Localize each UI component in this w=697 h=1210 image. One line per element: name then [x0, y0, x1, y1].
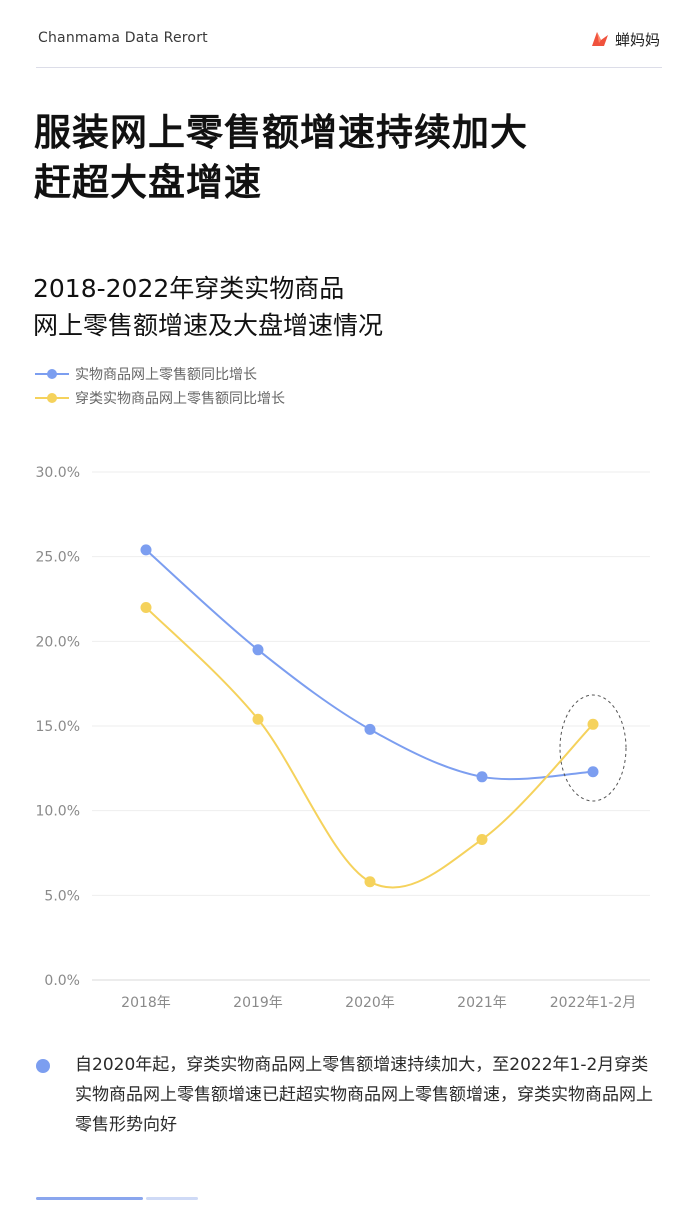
chart-title: 2018-2022年穿类实物商品 网上零售额增速及大盘增速情况	[33, 270, 383, 344]
data-point	[252, 644, 264, 656]
progress-segment-inactive	[146, 1197, 198, 1200]
data-point	[140, 544, 152, 556]
brand-logo-icon	[591, 32, 608, 46]
highlight-ellipse	[559, 694, 627, 802]
brand-name: 蝉妈妈	[614, 30, 660, 49]
data-point	[476, 833, 488, 845]
legend-label-apparel: 穿类实物商品网上零售额同比增长	[75, 391, 285, 407]
data-point	[587, 766, 599, 778]
y-tick-label: 15.0%	[36, 719, 80, 735]
brand: 蝉妈妈	[589, 28, 660, 50]
x-tick-label: 2022年1-2月	[550, 995, 637, 1011]
legend-label-total: 实物商品网上零售额同比增长	[75, 367, 257, 383]
x-tick-label: 2021年	[457, 995, 507, 1011]
legend-item-total: 实物商品网上零售额同比增长	[35, 362, 285, 386]
y-tick-label: 30.0%	[36, 465, 80, 481]
report-header: Chanmama Data Rerort 蝉妈妈	[38, 28, 660, 68]
x-tick-label: 2019年	[233, 995, 283, 1011]
x-tick-label: 2020年	[345, 995, 395, 1011]
headline-line-2: 赶超大盘增速	[34, 161, 262, 204]
y-tick-label: 20.0%	[36, 634, 80, 650]
page-progress-indicator	[36, 1197, 198, 1200]
x-tick-label: 2018年	[121, 995, 171, 1011]
progress-segment-active	[36, 1197, 143, 1200]
header-divider	[36, 67, 662, 68]
y-tick-label: 0.0%	[44, 973, 80, 989]
legend-swatch-total	[35, 367, 69, 381]
headline-line-1: 服装网上零售额增速持续加大	[34, 111, 528, 154]
chart-title-line-2: 网上零售额增速及大盘增速情况	[33, 311, 384, 340]
y-tick-label: 10.0%	[36, 804, 80, 820]
report-label: Chanmama Data Rerort	[38, 30, 208, 46]
data-point	[252, 713, 264, 725]
bullet-dot-icon	[36, 1059, 50, 1073]
page-headline: 服装网上零售额增速持续加大 赶超大盘增速	[34, 108, 528, 208]
data-point	[587, 718, 599, 730]
chart-title-line-1: 2018-2022年穿类实物商品	[33, 274, 345, 303]
legend-swatch-apparel	[35, 391, 69, 405]
series-line-0	[145, 549, 594, 781]
y-tick-label: 5.0%	[44, 888, 80, 904]
summary-text: 自2020年起，穿类实物商品网上零售额增速持续加大，至2022年1-2月穿类实物…	[75, 1055, 653, 1135]
data-point	[476, 771, 488, 783]
data-point	[140, 601, 152, 613]
data-point	[364, 723, 376, 735]
series-line-1	[145, 606, 594, 889]
y-tick-label: 25.0%	[36, 550, 80, 566]
data-point	[364, 876, 376, 888]
legend-item-apparel: 穿类实物商品网上零售额同比增长	[35, 386, 285, 410]
chart-legend: 实物商品网上零售额同比增长 穿类实物商品网上零售额同比增长	[35, 362, 285, 410]
line-chart: 0.0% 5.0% 10.0% 15.0% 20.0% 25.0% 30.0% 2018年 20…	[36, 465, 650, 1011]
